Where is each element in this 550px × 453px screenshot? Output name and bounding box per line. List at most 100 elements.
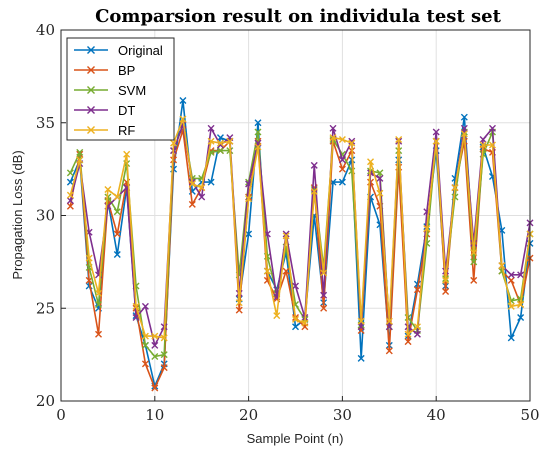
- chart-title: Comparsion result on individula test set: [95, 6, 502, 27]
- marker-stroke: [76, 148, 84, 156]
- marker-stroke: [413, 323, 421, 331]
- marker-stroke: [282, 230, 290, 238]
- data-point: [207, 124, 215, 132]
- data-point: [338, 135, 346, 143]
- data-point: [141, 302, 149, 310]
- data-point: [507, 276, 515, 284]
- data-point: [207, 178, 215, 186]
- marker-stroke: [376, 189, 384, 197]
- marker-stroke: [179, 96, 187, 104]
- legend-box: [66, 37, 175, 141]
- marker-stroke: [95, 301, 103, 309]
- marker-stroke: [95, 289, 103, 297]
- data-point: [413, 323, 421, 331]
- data-point: [188, 180, 196, 188]
- marker-stroke: [320, 269, 328, 277]
- marker-stroke: [442, 288, 450, 296]
- marker-stroke: [151, 332, 159, 340]
- data-point: [470, 249, 478, 257]
- data-point: [151, 352, 159, 360]
- x-tick-label: 30: [333, 406, 352, 424]
- marker-stroke: [507, 302, 515, 310]
- y-tick-label: 20: [36, 392, 55, 410]
- data-point: [357, 317, 365, 325]
- data-point: [385, 317, 393, 325]
- data-point: [460, 130, 468, 138]
- marker-stroke: [87, 66, 95, 74]
- marker-stroke: [348, 137, 356, 145]
- marker-stroke: [385, 323, 393, 331]
- marker-stroke: [254, 119, 262, 127]
- data-point: [507, 334, 515, 342]
- x-tick-label: 50: [520, 406, 539, 424]
- marker-stroke: [338, 178, 346, 186]
- marker-stroke: [113, 208, 121, 216]
- marker-stroke: [160, 364, 168, 372]
- marker-stroke: [216, 134, 224, 142]
- marker-stroke: [395, 135, 403, 143]
- data-point: [254, 143, 262, 151]
- marker-stroke: [292, 323, 299, 331]
- data-point: [282, 230, 290, 238]
- marker-stroke: [451, 184, 459, 192]
- data-point: [245, 230, 253, 238]
- marker-stroke: [76, 156, 84, 164]
- data-point: [442, 288, 450, 296]
- data-point: [385, 347, 393, 355]
- data-point: [329, 124, 337, 132]
- marker-stroke: [348, 139, 356, 147]
- marker-stroke: [385, 317, 393, 325]
- marker-stroke: [226, 137, 234, 145]
- series-rf: [66, 115, 534, 342]
- x-tick-label: 40: [427, 406, 446, 424]
- marker-stroke: [245, 195, 253, 203]
- data-point: [216, 139, 224, 147]
- marker-stroke: [282, 267, 290, 275]
- marker-stroke: [338, 135, 346, 143]
- marker-stroke: [470, 276, 478, 284]
- marker-stroke: [423, 224, 431, 232]
- data-point: [87, 86, 95, 94]
- marker-stroke: [329, 124, 337, 132]
- data-point: [451, 184, 459, 192]
- x-axis-label: Sample Point (n): [247, 431, 344, 446]
- data-point: [310, 161, 318, 169]
- data-point: [76, 148, 84, 156]
- data-point: [95, 330, 103, 338]
- data-point: [66, 197, 74, 205]
- marker-stroke: [432, 128, 440, 136]
- data-point: [141, 341, 149, 349]
- marker-stroke: [338, 150, 346, 158]
- data-point: [113, 208, 121, 216]
- ticks: 0 10 20 30 40 50 20 25 30 35 40: [36, 21, 540, 424]
- marker-stroke: [216, 139, 224, 147]
- data-point: [66, 169, 74, 177]
- marker-stroke: [329, 134, 337, 142]
- data-point: [423, 224, 431, 232]
- data-point: [66, 178, 74, 186]
- marker-stroke: [367, 158, 375, 166]
- data-point: [442, 276, 450, 284]
- data-point: [151, 384, 159, 392]
- marker-stroke: [263, 252, 271, 260]
- data-point: [498, 262, 506, 270]
- marker-stroke: [498, 267, 506, 275]
- marker-stroke: [151, 352, 159, 360]
- data-point: [188, 200, 196, 208]
- marker-stroke: [151, 384, 159, 392]
- data-point: [132, 302, 140, 310]
- marker-stroke: [170, 139, 178, 147]
- data-point: [432, 137, 440, 145]
- marker-stroke: [517, 301, 525, 309]
- data-point: [376, 189, 384, 197]
- data-point: [320, 291, 328, 299]
- data-point: [357, 323, 365, 331]
- marker-stroke: [507, 271, 515, 279]
- data-point: [66, 191, 74, 199]
- data-point: [310, 187, 318, 195]
- marker-stroke: [357, 354, 365, 362]
- marker-stroke: [87, 126, 95, 134]
- data-point: [282, 267, 290, 275]
- data-point: [292, 315, 299, 323]
